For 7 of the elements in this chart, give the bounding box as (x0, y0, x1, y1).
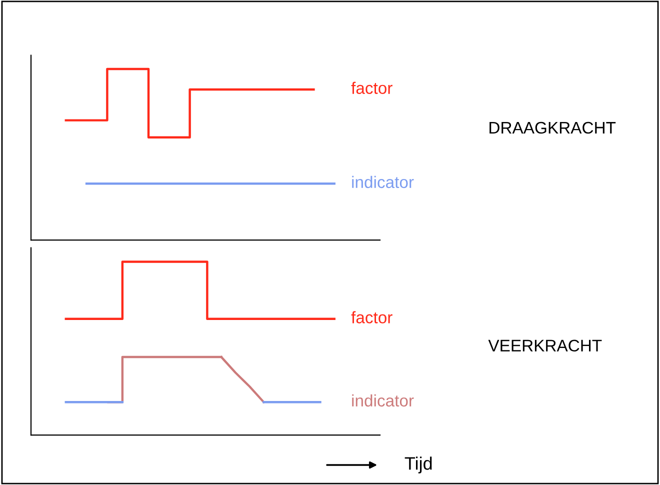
series-label: factor (351, 311, 392, 324)
text: VEERKRACHT (488, 340, 602, 352)
series-label: indicator (352, 176, 414, 188)
text: indicator (352, 394, 414, 407)
x-axis-title: Tijd (404, 456, 432, 474)
text: DRAAGKRACHT (490, 122, 616, 134)
text: factor (351, 82, 392, 94)
